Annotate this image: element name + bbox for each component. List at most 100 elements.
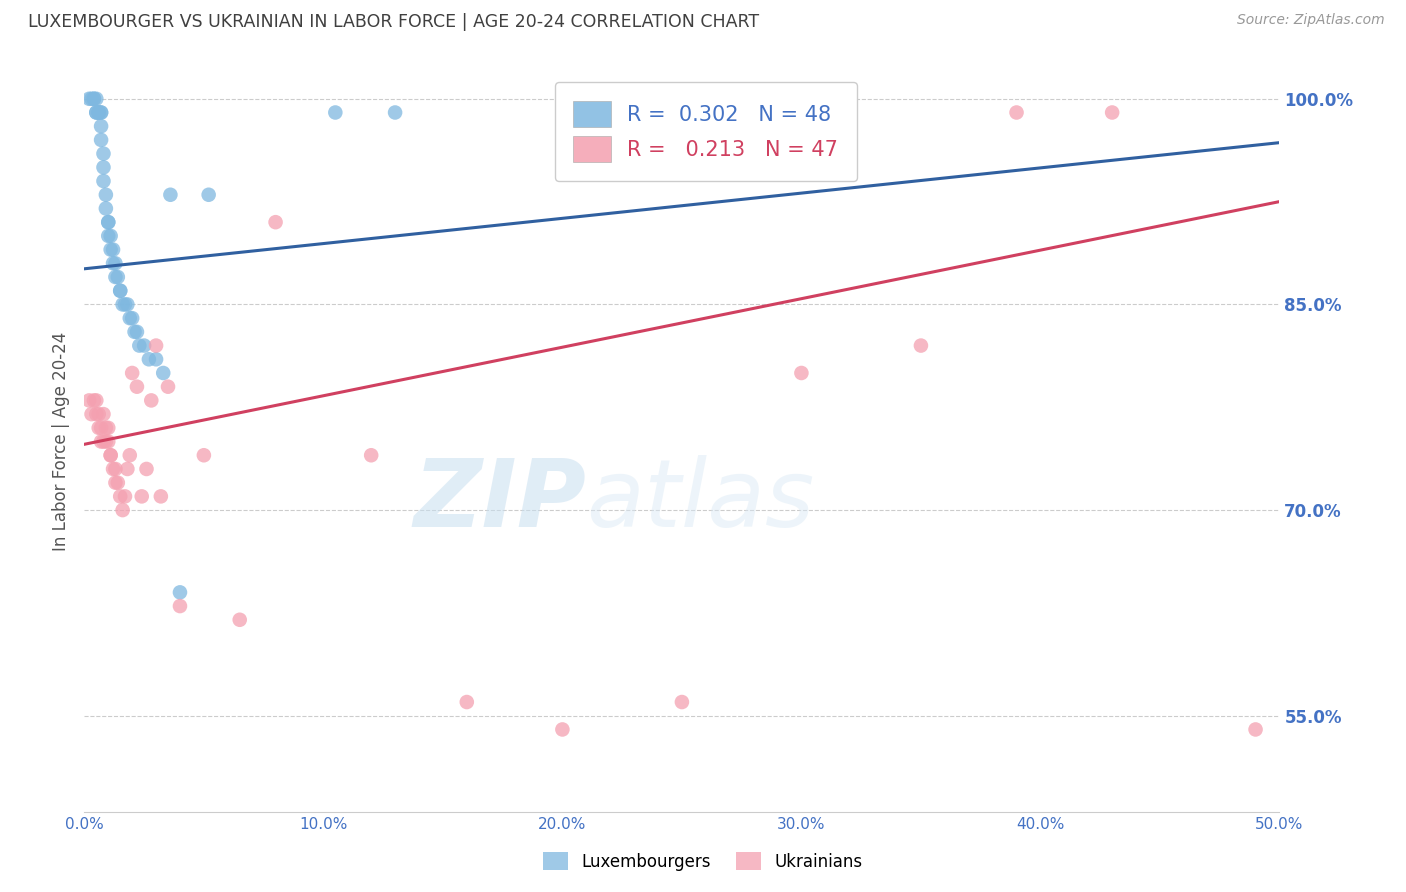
Point	[229, 613, 252, 627]
Point	[83, 92, 105, 106]
Point	[107, 475, 129, 490]
Point	[93, 146, 115, 161]
Point	[90, 119, 112, 133]
Point	[124, 325, 146, 339]
Point	[87, 407, 110, 421]
Point	[87, 105, 110, 120]
Point	[910, 338, 932, 352]
Point	[1244, 723, 1267, 737]
Point	[87, 105, 110, 120]
Point	[90, 421, 112, 435]
Point	[118, 311, 141, 326]
Point	[94, 187, 117, 202]
Point	[125, 325, 148, 339]
Point	[100, 448, 122, 462]
Point	[83, 92, 105, 106]
Legend: R =  0.302   N = 48, R =   0.213   N = 47: R = 0.302 N = 48, R = 0.213 N = 47	[554, 82, 858, 181]
Point	[101, 462, 124, 476]
Point	[110, 284, 132, 298]
Point	[121, 311, 143, 326]
Point	[117, 462, 139, 476]
Point	[157, 380, 180, 394]
Point	[125, 380, 148, 394]
Legend: Luxembourgers, Ukrainians: Luxembourgers, Ukrainians	[536, 844, 870, 880]
Point	[197, 187, 219, 202]
Point	[325, 105, 347, 120]
Point	[671, 695, 693, 709]
Point	[93, 434, 115, 449]
Point	[159, 187, 181, 202]
Point	[121, 366, 143, 380]
Point	[193, 448, 215, 462]
Point	[169, 585, 191, 599]
Point	[264, 215, 287, 229]
Point	[93, 161, 115, 175]
Point	[101, 256, 124, 270]
Point	[131, 489, 153, 503]
Point	[111, 503, 134, 517]
Point	[360, 448, 382, 462]
Point	[97, 228, 120, 243]
Point	[94, 421, 117, 435]
Point	[1005, 105, 1028, 120]
Point	[117, 297, 139, 311]
Y-axis label: In Labor Force | Age 20-24: In Labor Force | Age 20-24	[52, 332, 70, 551]
Point	[145, 338, 167, 352]
Point	[1101, 105, 1123, 120]
Point	[790, 366, 813, 380]
Point	[101, 243, 124, 257]
Point	[114, 297, 136, 311]
Point	[104, 256, 127, 270]
Point	[456, 695, 478, 709]
Point	[149, 489, 172, 503]
Point	[90, 105, 112, 120]
Point	[94, 202, 117, 216]
Point	[93, 407, 115, 421]
Point	[132, 338, 156, 352]
Point	[97, 434, 120, 449]
Point	[384, 105, 406, 120]
Point	[141, 393, 163, 408]
Point	[87, 421, 110, 435]
Point	[104, 475, 127, 490]
Point	[110, 489, 132, 503]
Point	[104, 462, 127, 476]
Point	[152, 366, 174, 380]
Point	[100, 448, 122, 462]
Point	[111, 297, 134, 311]
Point	[86, 105, 108, 120]
Point	[97, 421, 120, 435]
Point	[90, 133, 112, 147]
Point	[90, 105, 112, 120]
Point	[86, 92, 108, 106]
Point	[97, 215, 120, 229]
Point	[118, 448, 141, 462]
Point	[80, 407, 103, 421]
Point	[138, 352, 160, 367]
Point	[93, 174, 115, 188]
Point	[110, 284, 132, 298]
Point	[77, 92, 100, 106]
Point	[86, 393, 108, 408]
Point	[145, 352, 167, 367]
Text: LUXEMBOURGER VS UKRAINIAN IN LABOR FORCE | AGE 20-24 CORRELATION CHART: LUXEMBOURGER VS UKRAINIAN IN LABOR FORCE…	[28, 13, 759, 31]
Point	[77, 393, 100, 408]
Point	[100, 228, 122, 243]
Point	[86, 105, 108, 120]
Point	[128, 338, 150, 352]
Point	[83, 393, 105, 408]
Point	[94, 434, 117, 449]
Point	[90, 434, 112, 449]
Point	[100, 243, 122, 257]
Point	[86, 407, 108, 421]
Point	[104, 270, 127, 285]
Point	[107, 270, 129, 285]
Point	[135, 462, 157, 476]
Point	[114, 489, 136, 503]
Point	[87, 105, 110, 120]
Text: atlas: atlas	[586, 455, 814, 546]
Point	[80, 92, 103, 106]
Point	[97, 215, 120, 229]
Text: Source: ZipAtlas.com: Source: ZipAtlas.com	[1237, 13, 1385, 28]
Point	[169, 599, 191, 613]
